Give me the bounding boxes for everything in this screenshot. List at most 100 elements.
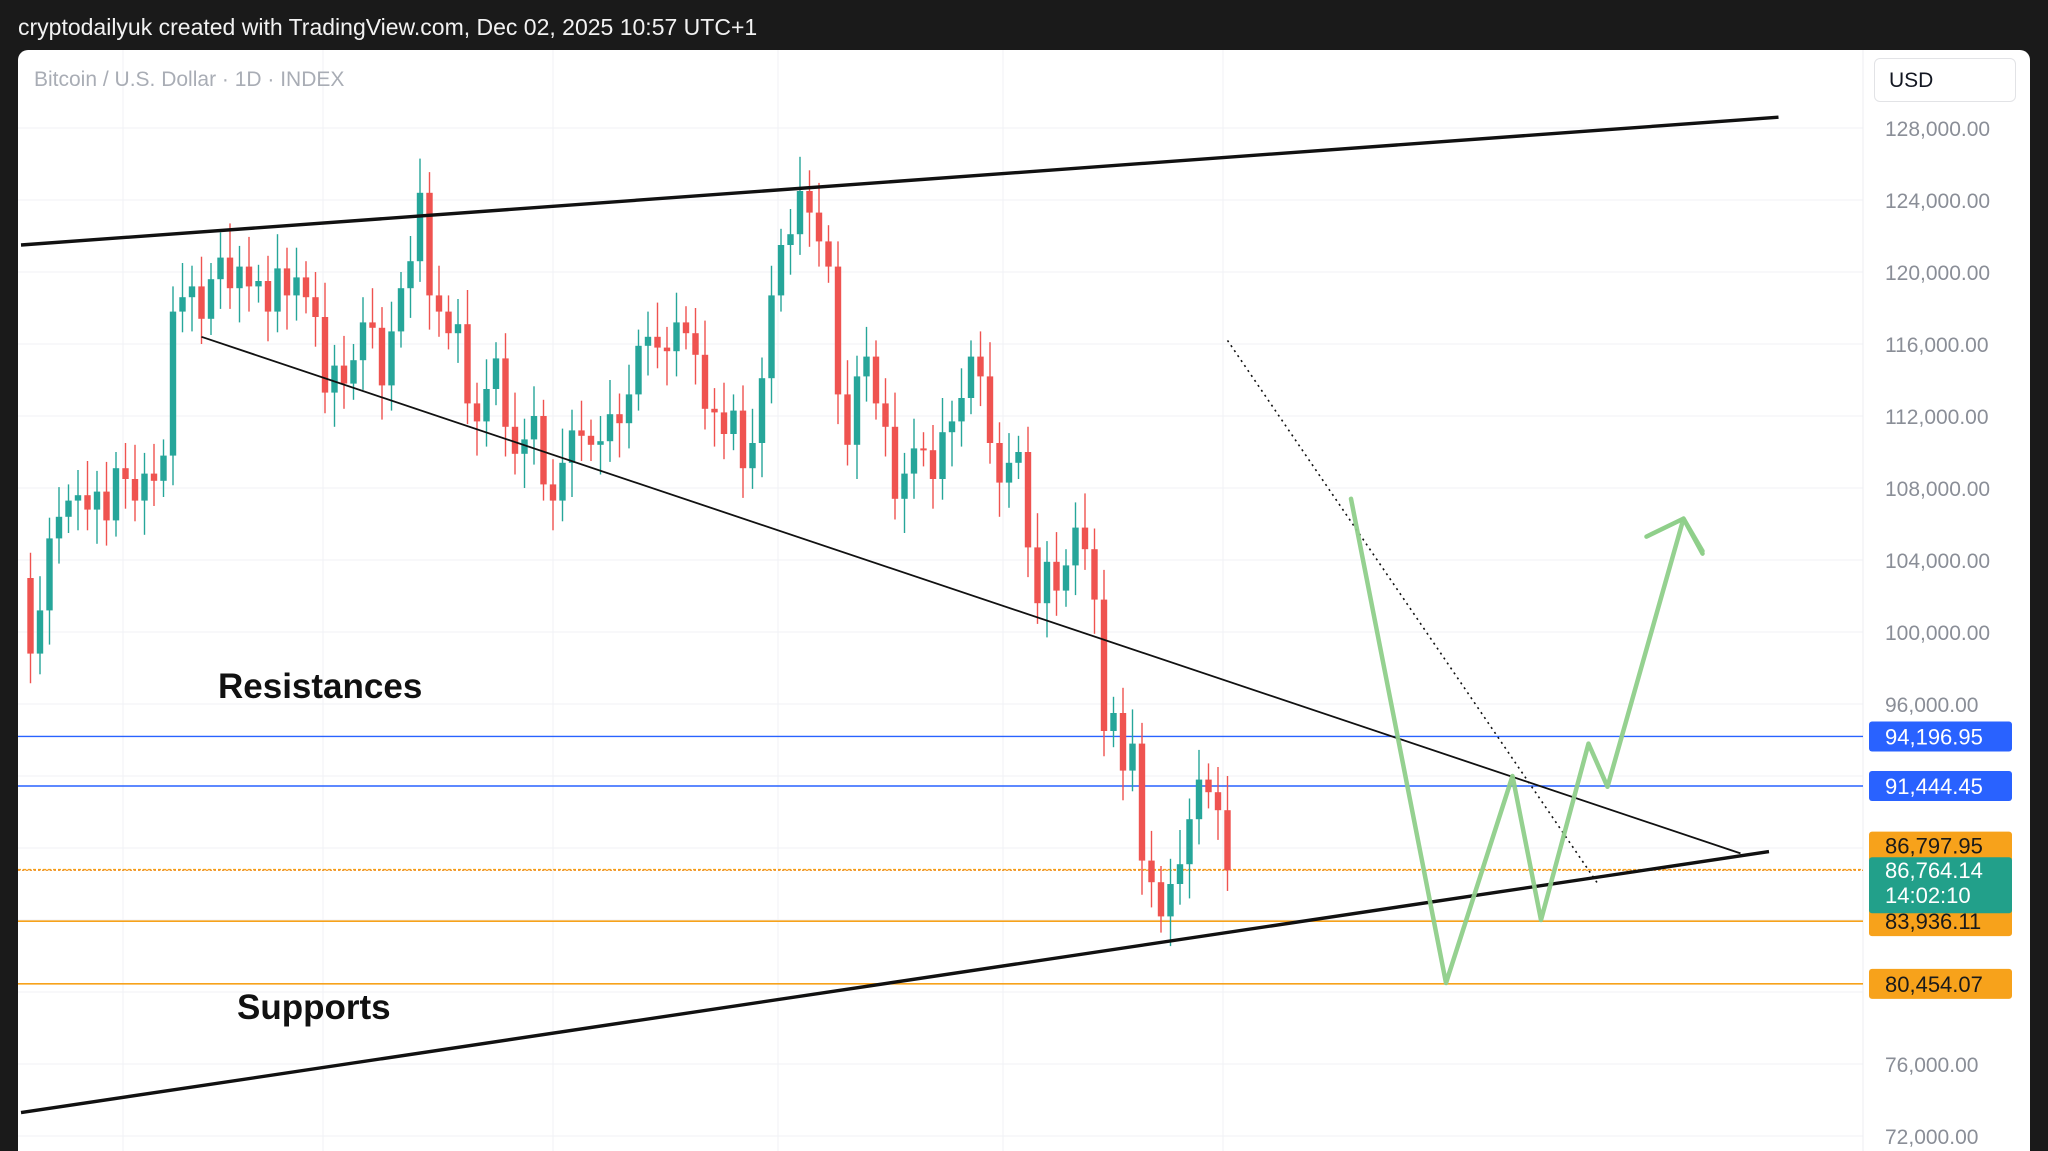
candle-body — [1053, 561, 1060, 591]
candle-body — [625, 394, 633, 424]
candle-body — [1138, 743, 1146, 861]
candle-body — [540, 416, 547, 485]
candle-body — [340, 365, 348, 384]
candle-body — [1157, 882, 1165, 917]
candle-body — [1081, 527, 1089, 550]
candle-body — [882, 403, 889, 427]
candle-body — [93, 491, 101, 510]
candle-body — [236, 266, 243, 289]
candle-body — [226, 257, 234, 289]
level-badge-bg — [1869, 831, 2012, 862]
attribution-text: cryptodailyuk created with TradingView.c… — [18, 14, 758, 40]
candle-body — [530, 416, 538, 440]
candle-body — [302, 277, 310, 298]
candle-body — [255, 281, 262, 287]
candle-body — [1186, 819, 1193, 865]
level-badge-text: 80,454.07 — [1885, 972, 1983, 997]
candle-body — [711, 408, 718, 413]
candle-body — [445, 311, 452, 334]
candle-body — [198, 286, 205, 319]
candle-body — [521, 439, 528, 454]
projection-path — [1348, 496, 1705, 986]
candle-body — [739, 410, 747, 469]
trendline-descending-resistance — [201, 335, 1741, 855]
candle-body — [207, 279, 215, 319]
candle-body — [834, 266, 842, 395]
trendline-upper-channel — [20, 115, 1779, 247]
y-tick-label: 76,000.00 — [1885, 1054, 1978, 1077]
candle-body — [350, 360, 357, 384]
candle-body — [312, 297, 319, 317]
candle-body — [891, 426, 899, 499]
y-tick-label: 72,000.00 — [1885, 1126, 1978, 1149]
candle-body — [587, 435, 595, 445]
candle-body — [160, 455, 167, 481]
candle-body — [331, 365, 338, 393]
candle-body — [36, 610, 44, 654]
candle-body — [730, 410, 737, 434]
candle-body — [796, 191, 804, 235]
candle-body — [939, 432, 946, 479]
candle-body — [768, 295, 775, 379]
candle-body — [1110, 713, 1117, 731]
candle-body — [454, 324, 462, 334]
candle-body — [378, 327, 386, 386]
candle-body — [1034, 547, 1041, 604]
level-badge-text: 91,444.45 — [1885, 774, 1983, 799]
candle-body — [55, 516, 63, 539]
candle-body — [844, 394, 851, 445]
y-tick-label: 116,000.00 — [1885, 334, 1989, 357]
candle-body — [825, 241, 832, 267]
price-chart[interactable]: 72,000.00 76,000.00 96,000.00 100,000.00 104… — [18, 50, 2030, 1151]
supports-label: Supports — [237, 988, 391, 1027]
level-badge-bg — [1869, 770, 2012, 801]
candle-body — [549, 484, 557, 501]
candle-body — [977, 356, 984, 377]
candle-body — [141, 473, 148, 501]
chart-panel[interactable]: 72,000.00 76,000.00 96,000.00 100,000.00 104… — [18, 50, 2030, 1151]
candle-body — [188, 286, 196, 298]
candle-body — [1214, 792, 1222, 811]
candle-body — [559, 462, 566, 501]
candle-body — [103, 491, 110, 521]
candle-body — [369, 322, 376, 328]
currency-selector[interactable]: USD — [1874, 58, 2016, 102]
candle-body — [948, 421, 956, 433]
trendline-dotted-downtrend — [1226, 339, 1599, 885]
candle-body — [673, 322, 680, 352]
candle-body — [293, 277, 300, 296]
candle-body — [416, 192, 424, 262]
candle-body — [1224, 810, 1231, 871]
y-tick-label: 104,000.00 — [1885, 550, 1990, 573]
candle-body — [46, 538, 53, 611]
candle-body — [1091, 549, 1098, 600]
candle-body — [901, 473, 908, 499]
level-badge-bg — [1869, 906, 2012, 937]
header-bar: cryptodailyuk created with TradingView.c… — [0, 0, 2048, 50]
candle-body — [568, 430, 576, 463]
candle-body — [682, 322, 690, 334]
candle-body — [1043, 561, 1051, 604]
candle-body — [1167, 884, 1174, 917]
candle-body — [910, 448, 918, 474]
candle-body — [1100, 599, 1108, 731]
candle-body — [1119, 713, 1127, 771]
candle-body — [654, 336, 661, 348]
projection-arrowhead — [1644, 516, 1705, 556]
candle-body — [1148, 860, 1155, 883]
candle-body — [597, 441, 604, 445]
candle-body — [578, 430, 585, 436]
candle-body — [967, 356, 975, 398]
candle-body — [245, 266, 253, 287]
candle-body — [606, 414, 614, 442]
level-badge-text: 83,936.11 — [1885, 909, 1981, 934]
candle-body — [853, 376, 861, 445]
candle-body — [492, 358, 500, 389]
symbol-title: Bitcoin / U.S. Dollar · 1D · INDEX — [34, 68, 345, 91]
candle-body — [1062, 565, 1070, 591]
candle-body — [1195, 779, 1203, 820]
candle-body — [397, 288, 405, 332]
current-price-badge-text: 14:02:10 — [1885, 883, 1971, 908]
candle-body — [217, 257, 224, 280]
current-price-badge-bg — [1869, 857, 2012, 914]
